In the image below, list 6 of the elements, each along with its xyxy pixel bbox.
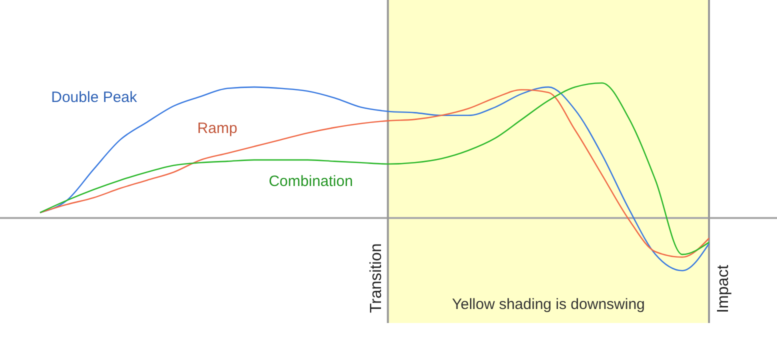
series-label: Combination <box>268 172 353 190</box>
series-label: Ramp <box>197 120 238 138</box>
text: Yellow shading is downswing <box>452 296 645 313</box>
annotation: Impact <box>715 264 732 313</box>
annotation: Transition <box>368 243 385 313</box>
series-label: Double Peak <box>51 89 138 106</box>
